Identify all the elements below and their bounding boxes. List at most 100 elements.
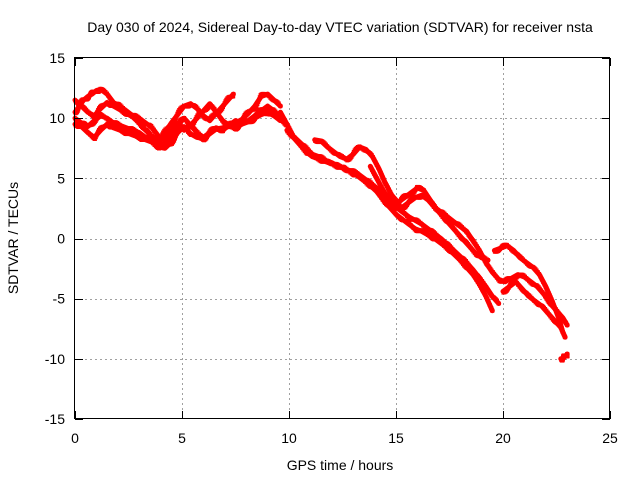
data-point [231, 94, 236, 99]
data-point [278, 104, 283, 109]
data-point [543, 294, 548, 299]
data-point [383, 192, 388, 197]
data-point [565, 354, 570, 359]
data-point [151, 127, 156, 132]
data-point [556, 314, 560, 319]
data-point [476, 246, 480, 251]
data-point [278, 111, 283, 116]
data-point [385, 185, 390, 190]
data-point [558, 325, 563, 330]
plot-frame [74, 57, 610, 419]
x-axis-label: GPS time / hours [287, 457, 394, 473]
data-point [490, 308, 495, 313]
data-point [380, 187, 385, 192]
data-point [487, 303, 492, 307]
data-point [538, 274, 543, 279]
data-point [565, 323, 570, 328]
y-tick-label: 15 [49, 50, 65, 66]
data-point [565, 352, 570, 356]
data-point [478, 251, 483, 256]
data-point [370, 167, 374, 172]
data-point [541, 280, 546, 285]
data-point [485, 297, 490, 302]
data-point [554, 310, 559, 315]
y-tick-label: -10 [45, 351, 65, 367]
axis-ticks [75, 58, 611, 420]
data-point [470, 271, 475, 276]
data-point [278, 118, 283, 123]
x-tick-label: 0 [71, 430, 79, 446]
x-tick-label: 5 [178, 430, 186, 446]
data-point [174, 132, 179, 136]
x-tick-label: 25 [602, 430, 618, 446]
data-point [372, 157, 377, 162]
data-point [257, 97, 261, 102]
data-point [486, 300, 491, 304]
data-point [482, 283, 487, 288]
y-tick-label: 0 [57, 231, 65, 247]
data-point [489, 306, 494, 311]
data-point [549, 297, 554, 302]
y-tick-label: -15 [45, 411, 65, 427]
data-point [172, 138, 177, 143]
data-point [368, 165, 373, 170]
data-point [377, 193, 382, 198]
data-point [541, 292, 546, 297]
data-point [173, 115, 178, 120]
data-point [561, 332, 566, 337]
data-point [388, 190, 393, 195]
data-point [559, 327, 564, 332]
data-point [374, 163, 379, 167]
data-point [537, 272, 542, 276]
data-point [473, 275, 478, 280]
data-point [471, 273, 476, 278]
data-point [474, 243, 479, 248]
x-tick-label: 20 [495, 430, 511, 446]
data-point [477, 248, 482, 253]
data-point [496, 301, 501, 306]
data-point [551, 303, 556, 308]
data-point [280, 113, 285, 118]
x-tick-label: 15 [388, 430, 404, 446]
data-point [557, 317, 562, 322]
data-point [373, 160, 378, 165]
data-point [474, 277, 479, 282]
data-point [174, 125, 179, 129]
data-point [376, 165, 381, 170]
data-point [157, 141, 161, 146]
y-tick-label: -5 [53, 291, 66, 307]
data-point [486, 258, 490, 263]
data-point [421, 188, 426, 193]
series-track-j [500, 279, 568, 340]
data-point [481, 256, 486, 261]
data-point [550, 300, 555, 305]
data-point [424, 192, 429, 197]
data-point [484, 285, 489, 290]
data-point [153, 129, 158, 134]
data-point [231, 92, 236, 97]
data-point [173, 118, 177, 122]
y-tick-label: 5 [57, 170, 65, 186]
data-point [276, 101, 281, 106]
data-point [369, 152, 374, 157]
x-tick-label: 10 [281, 430, 297, 446]
data-point [378, 182, 383, 187]
data-point [173, 136, 177, 141]
data-point [255, 102, 260, 107]
data-point [484, 294, 489, 299]
series-track-d [72, 109, 283, 151]
y-tick-label: 10 [49, 110, 65, 126]
data-point [173, 134, 178, 139]
data-point [217, 114, 222, 119]
data-point [174, 113, 179, 118]
data-point [548, 295, 553, 299]
data-point [104, 91, 109, 96]
data-point [379, 195, 384, 200]
data-point [154, 131, 159, 136]
data-point [560, 329, 565, 334]
data-point [379, 184, 384, 189]
series-track-k [558, 351, 570, 363]
data-point [387, 187, 391, 192]
data-point [539, 277, 544, 282]
data-point [480, 253, 485, 258]
